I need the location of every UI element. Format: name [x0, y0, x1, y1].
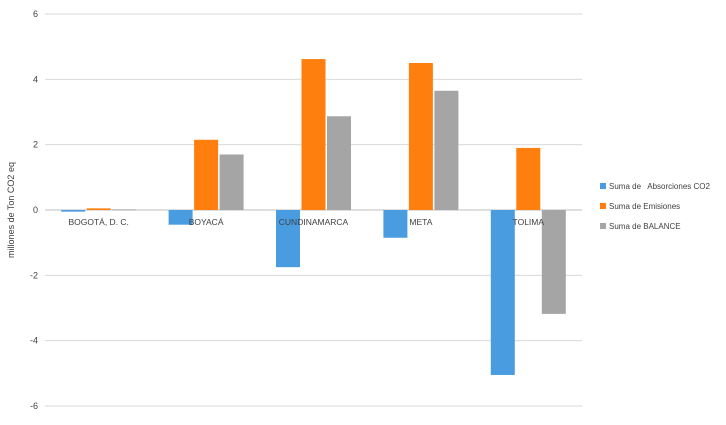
bar [276, 210, 300, 268]
y-tick-label: 4 [33, 74, 38, 84]
bar [327, 116, 351, 210]
bar [194, 139, 219, 210]
x-category-label: CUNDINAMARCA [279, 217, 349, 227]
legend-label: Suma de Absorciones CO2 [609, 182, 710, 191]
bar [408, 63, 433, 210]
bar [490, 210, 515, 375]
bar [434, 90, 459, 210]
y-tick-label: 0 [33, 205, 38, 215]
bar [86, 208, 111, 210]
legend-label: Suma de BALANCE [609, 222, 681, 231]
legend-label: Suma de Emisiones [609, 202, 680, 211]
legend: Suma de Absorciones CO2 Suma de Emisiones… [600, 182, 710, 231]
y-tick-label: 2 [33, 140, 38, 150]
x-category-label: META [409, 217, 432, 227]
bar [219, 154, 244, 210]
bar [516, 147, 541, 210]
bars [61, 59, 566, 375]
bar [168, 210, 193, 225]
x-axis-categories: BOGOTÁ, D. C. BOYACÁ CUNDINAMARCA META TOLIM… [68, 217, 544, 227]
bar [61, 210, 86, 212]
y-tick-label: -4 [30, 336, 38, 346]
bar [112, 209, 137, 211]
bar [383, 210, 408, 238]
legend-swatch [600, 223, 606, 229]
legend-swatch [600, 203, 606, 209]
x-category-label: BOYACÁ [189, 217, 224, 227]
y-axis-title: millones de Ton CO2 eq [6, 162, 16, 258]
y-tick-label: -2 [30, 270, 38, 280]
legend-swatch [600, 183, 606, 189]
x-category-label: BOGOTÁ, D. C. [68, 217, 128, 227]
bar [541, 210, 566, 314]
x-category-label: TOLIMA [513, 217, 545, 227]
y-tick-label: -6 [30, 401, 38, 411]
bar [301, 59, 326, 210]
y-axis-ticks: -6 -4 -2 0 2 4 6 [30, 9, 38, 411]
y-tick-label: 6 [33, 9, 38, 19]
